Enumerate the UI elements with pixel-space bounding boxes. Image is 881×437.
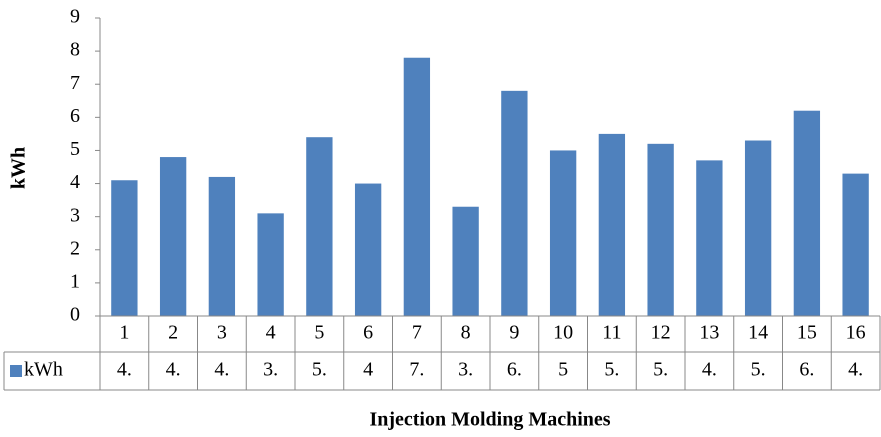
table-value: 4. — [702, 359, 717, 381]
legend-label: kWh — [24, 359, 63, 381]
table-value: 4. — [166, 359, 181, 381]
table-value: 5. — [751, 359, 766, 381]
table-value: 3. — [458, 359, 473, 381]
x-tick-label: 3 — [217, 322, 227, 344]
legend-swatch — [10, 365, 22, 377]
y-tick-label: 8 — [70, 39, 80, 61]
table-value: 4. — [214, 359, 229, 381]
table-value: 7. — [409, 359, 424, 381]
table-value: 6. — [507, 359, 522, 381]
bar — [696, 160, 723, 316]
x-tick-label: 10 — [553, 322, 573, 344]
y-tick-label: 3 — [70, 204, 80, 226]
bar — [306, 137, 333, 316]
x-tick-label: 15 — [797, 322, 817, 344]
x-tick-label: 2 — [168, 322, 178, 344]
table-value: 5. — [653, 359, 668, 381]
y-axis-label: kWh — [8, 147, 30, 189]
table-value: 6. — [799, 359, 814, 381]
table-value: 5. — [312, 359, 327, 381]
y-tick-label: 0 — [70, 304, 80, 326]
x-axis-label: Injection Molding Machines — [369, 409, 610, 431]
table-value: 5. — [604, 359, 619, 381]
bar — [842, 173, 869, 316]
y-tick-label: 9 — [70, 6, 80, 28]
bar — [452, 206, 479, 316]
x-tick-label: 4 — [266, 322, 276, 344]
y-tick-label: 2 — [70, 237, 80, 259]
x-tick-label: 14 — [748, 322, 768, 344]
x-tick-label: 12 — [651, 322, 671, 344]
bar — [111, 180, 138, 316]
y-tick-label: 1 — [70, 270, 80, 292]
x-tick-label: 16 — [846, 322, 866, 344]
y-tick-label: 6 — [70, 105, 80, 127]
x-tick-label: 8 — [461, 322, 471, 344]
y-tick-label: 7 — [70, 72, 80, 94]
bar — [208, 176, 236, 316]
table-value: 4 — [363, 359, 373, 381]
x-tick-label: 6 — [363, 322, 373, 344]
table-value: 4. — [848, 359, 863, 381]
table-value: 3. — [263, 359, 278, 381]
table-value: 4. — [117, 359, 132, 381]
x-tick-label: 11 — [602, 322, 621, 344]
table-value: 5 — [558, 359, 568, 381]
y-tick-label: 5 — [70, 138, 80, 160]
bar — [159, 157, 187, 316]
bar — [598, 133, 626, 316]
bar — [501, 90, 528, 316]
bar — [793, 110, 821, 316]
bar — [549, 150, 577, 316]
x-tick-label: 1 — [119, 322, 129, 344]
x-tick-label: 7 — [412, 322, 422, 344]
x-tick-label: 9 — [509, 322, 519, 344]
x-tick-label: 13 — [699, 322, 719, 344]
bar — [647, 143, 674, 316]
bar — [257, 213, 284, 316]
bar — [354, 183, 382, 316]
bar — [403, 57, 431, 316]
x-tick-label: 5 — [314, 322, 324, 344]
y-tick-label: 4 — [70, 171, 80, 193]
bar — [744, 140, 772, 316]
